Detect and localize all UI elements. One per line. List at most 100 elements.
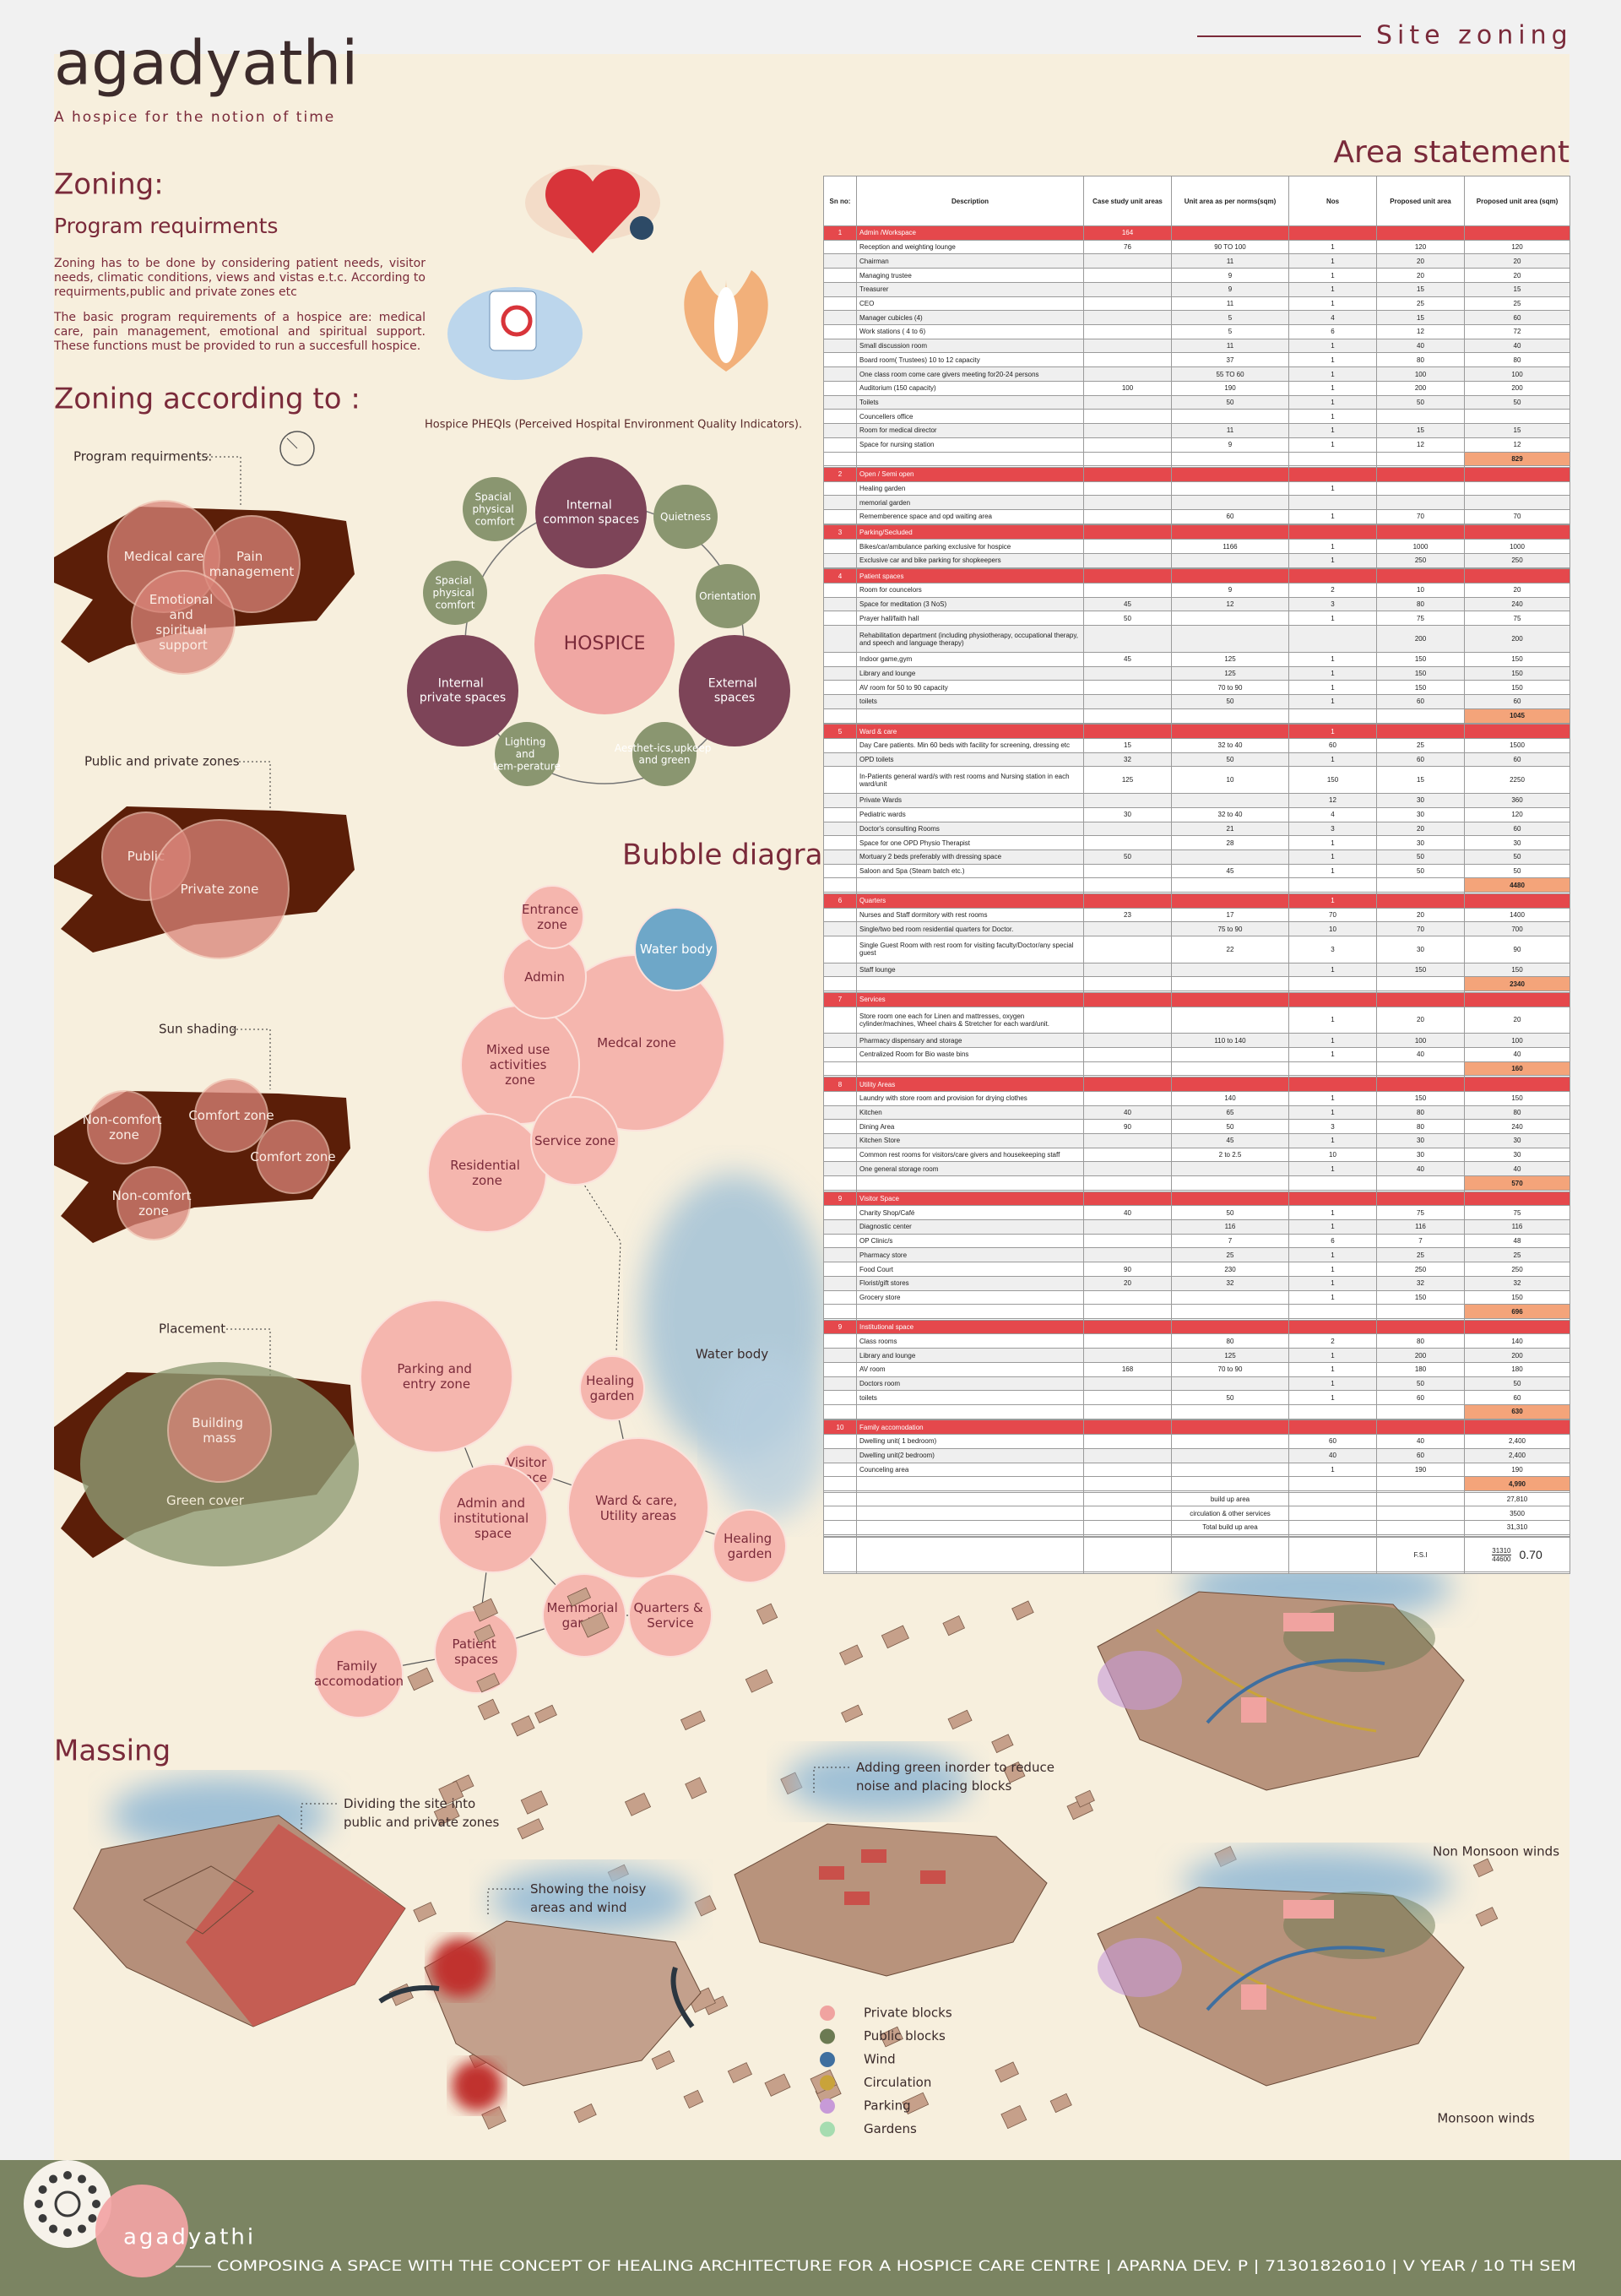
cell [1464,524,1570,540]
value-cell: 1 [1288,1262,1377,1277]
cell [1376,1506,1465,1522]
table-row: Library and lounge 125 1 150 150 [823,665,1570,681]
cell [1171,1476,1289,1491]
cell [823,423,857,438]
block [819,1866,844,1880]
value-cell: 1500 [1464,737,1570,753]
section-row: 9 Visitor Space [823,1191,1570,1207]
zone-bubble [634,907,718,991]
table-row: Charity Shop/Café 40 50 1 75 75 [823,1205,1570,1220]
cell [823,338,857,354]
cell [1376,893,1465,909]
cell [823,409,857,425]
description-cell: Healing garden [856,480,1084,497]
value-cell: 17 [1171,907,1289,923]
text-line: physical [432,587,477,599]
cell [823,907,857,923]
cell [1376,524,1465,540]
table-row: Pediatric wards 30 32 to 40 4 30 120 [823,806,1570,822]
cell [856,877,1084,893]
table-row: Dining Area 90 50 3 80 240 [823,1119,1570,1135]
cell [1464,724,1570,739]
cell [1376,1404,1465,1419]
description-cell: Class rooms [856,1333,1084,1349]
value-cell: 1 [1288,1462,1377,1478]
description-cell: Managing trustee [856,268,1084,283]
fsi-denominator: 44600 [1492,1555,1511,1563]
legend-swatch [820,2121,835,2137]
context-block [433,1802,460,1826]
context-block [841,1704,864,1723]
text-line: Spacial [474,491,514,502]
footer-caption: COMPOSING A SPACE WITH THE CONCEPT OF HE… [217,2258,1576,2275]
description-cell: OPD toilets [856,752,1084,768]
fsi-fraction: 31310 44600 [1492,1547,1511,1563]
cell [823,366,857,382]
value-cell: 150 [1376,962,1465,978]
context-block [1475,1907,1499,1927]
section-row: 5 Ward & care 1 [823,724,1570,739]
cell [823,1520,857,1535]
cell [1083,877,1172,893]
pheqi-secondary [632,722,697,786]
section-row: 3 Parking/Secluded [823,524,1570,540]
value-cell: 11 [1171,423,1289,438]
table-row: Single/two bed room residential quarters… [823,921,1570,936]
value-cell: 120 [1376,239,1465,255]
logo-dot [38,2214,47,2223]
cell [823,1275,857,1291]
cell [823,1033,857,1049]
section-title: Parking/Secluded [856,524,1084,540]
text-line: public and private zones [344,1815,499,1830]
description-cell: Indoor game,gym [856,651,1084,667]
section-row: 8 Utility Areas [823,1077,1570,1092]
cell [1083,1520,1172,1535]
text-line: zone [138,1203,169,1219]
value-cell [1083,680,1172,696]
zoning-according-heading: Zoning according to : [54,383,361,416]
value-cell: 72 [1464,324,1570,339]
space-label: Healing garden [586,1373,638,1403]
leader-line [487,1888,523,1914]
text-line: garden [590,1388,635,1403]
value-cell: 150 [1464,680,1570,696]
summary-label: build up area [1171,1491,1289,1507]
value-cell: 1 [1288,1376,1377,1392]
value-cell [1171,409,1289,425]
zone-bubble [520,885,584,949]
cell [823,651,857,667]
value-cell [1464,409,1570,425]
total-cell: 570 [1464,1175,1570,1191]
space-bubble [314,1629,404,1718]
value-cell [1083,1462,1172,1478]
value-cell: 30 [1376,793,1465,808]
cell [823,324,857,339]
value-cell [1083,1147,1172,1163]
value-cell: 1 [1288,253,1377,269]
table-row: Day Care patients. Min 60 beds with faci… [823,737,1570,753]
noise [452,2060,502,2111]
value-cell: 125 [1083,766,1172,795]
value-cell [1083,366,1172,382]
value-cell [1083,1033,1172,1049]
cell [1083,1491,1172,1507]
description-cell: memorial garden [856,495,1084,511]
cell [823,611,857,627]
cell [1171,1061,1289,1077]
value-cell: 1 [1288,1006,1377,1034]
value-cell [1083,1233,1172,1249]
cell [1376,1061,1465,1077]
description-cell: Diagnostic center [856,1219,1084,1235]
context-block [624,1792,652,1816]
summary-row: build up area 27,810 [823,1491,1570,1507]
summary-value: 31,310 [1464,1520,1570,1535]
contour [143,1865,254,1935]
wind-label: Monsoon winds [1437,2111,1535,2126]
table-row: Doctor's consulting Rooms 21 3 20 60 [823,821,1570,837]
section-title: Family accomodation [856,1419,1084,1436]
value-cell: 2,400 [1464,1447,1570,1463]
table-row: Store room one each for Linen and mattre… [823,1006,1570,1034]
text-line: and [170,607,198,622]
massing-heading: Massing [54,1734,171,1768]
cell [856,1491,1084,1507]
